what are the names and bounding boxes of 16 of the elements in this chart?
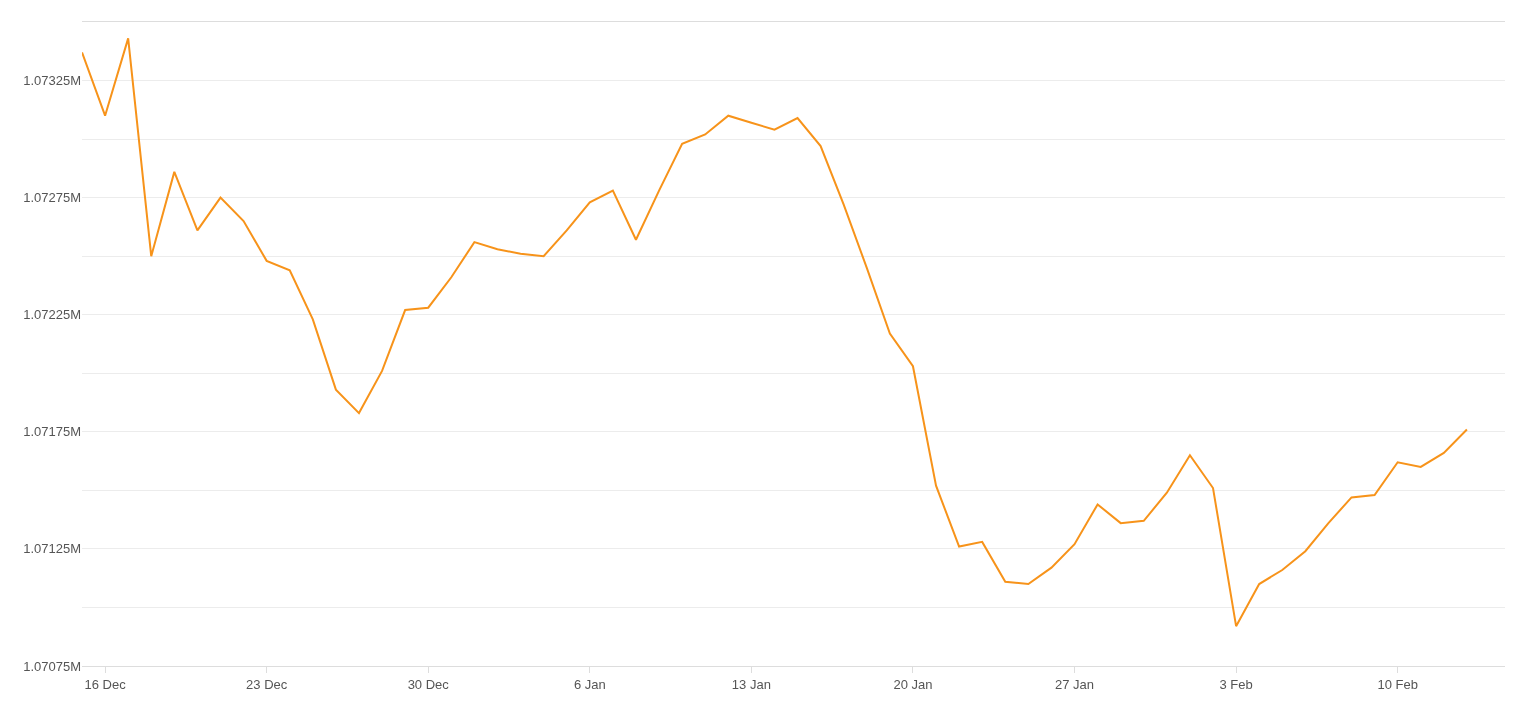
- y-tick-label: 1.07075M: [23, 658, 81, 674]
- x-tick-label: 10 Feb: [1377, 676, 1418, 692]
- x-tick-label: 13 Jan: [731, 676, 771, 692]
- y-tick-label: 1.07125M: [23, 541, 81, 557]
- x-tick-label: 6 Jan: [573, 676, 606, 692]
- y-tick-label: 1.07275M: [23, 190, 81, 206]
- y-tick-label: 1.07175M: [23, 424, 81, 440]
- x-tick-label: 20 Jan: [893, 676, 933, 692]
- x-tick-label: 16 Dec: [84, 676, 127, 692]
- y-tick-label: 1.07225M: [23, 307, 81, 323]
- x-tick-label: 23 Dec: [246, 676, 288, 692]
- x-tick-label: 3 Feb: [1219, 676, 1253, 692]
- y-tick-label: 1.07325M: [23, 73, 81, 89]
- x-tick-label: 27 Jan: [1055, 676, 1095, 692]
- x-tick-label: 30 Dec: [407, 676, 450, 692]
- line-series: [82, 37, 1468, 628]
